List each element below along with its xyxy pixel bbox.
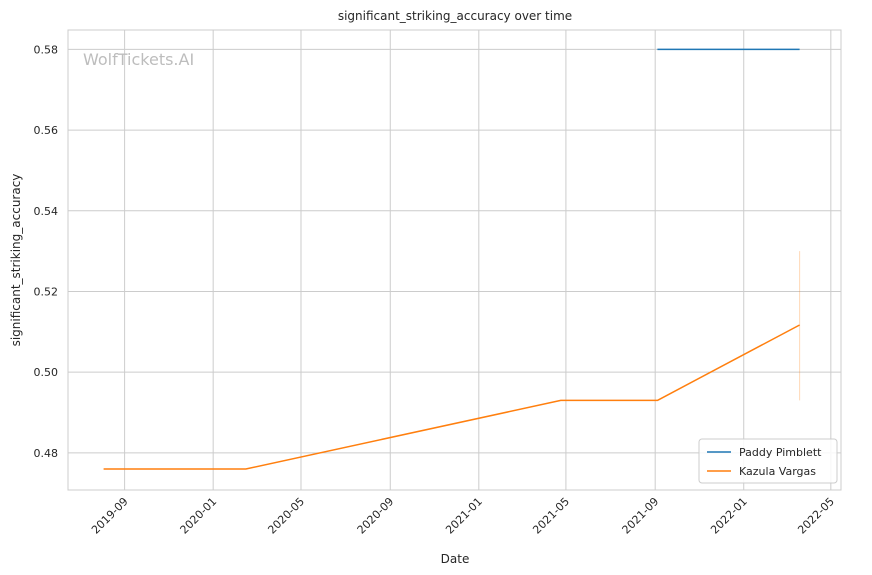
legend-box xyxy=(698,438,838,484)
series-layer xyxy=(103,48,801,470)
x-axis-title: Date xyxy=(441,552,470,566)
y-axis-ticks: 0.48 0.50 0.52 0.54 0.56 0.58 xyxy=(34,43,59,460)
series-line-kazula-vargas xyxy=(103,324,800,470)
watermark: WolfTickets.AI xyxy=(83,50,194,69)
y-tick-label: 0.58 xyxy=(34,43,59,56)
y-tick-label: 0.54 xyxy=(34,205,59,218)
y-axis-title: significant_striking_accuracy xyxy=(9,174,23,347)
legend: Paddy Pimblett Kazula Vargas xyxy=(698,438,838,484)
legend-label-kazula-vargas: Kazula Vargas xyxy=(739,465,816,478)
plot-area-frame xyxy=(67,29,842,491)
y-tick-label: 0.50 xyxy=(34,366,59,379)
chart-title: significant_striking_accuracy over time xyxy=(338,9,572,23)
y-tick-label: 0.56 xyxy=(34,124,59,137)
legend-label-paddy-pimblett: Paddy Pimblett xyxy=(739,446,822,459)
y-tick-label: 0.52 xyxy=(34,285,59,298)
y-tick-label: 0.48 xyxy=(34,447,59,460)
